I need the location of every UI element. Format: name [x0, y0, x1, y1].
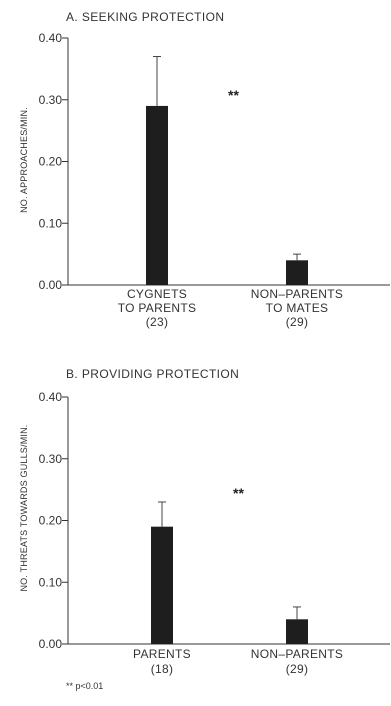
panel-b: B. PROVIDING PROTECTION NO. THREATS TOWA… [19, 367, 390, 676]
y-tick-label: 0.40 [39, 31, 63, 45]
category-label: PARENTS [133, 647, 191, 661]
category-label: TO MATES [266, 301, 329, 315]
category-label: CYGNETS [127, 287, 187, 301]
category-label: (23) [146, 315, 169, 329]
category-label: (29) [286, 315, 309, 329]
category-label: NON–PARENTS [251, 647, 343, 661]
panel-a: A. SEEKING PROTECTION NO. APPROACHES/MIN… [19, 10, 390, 329]
panel-b-significance-marker: ** [233, 485, 244, 501]
panel-a-y-axis-label: NO. APPROACHES/MIN. [19, 107, 29, 213]
y-tick-label: 0.20 [39, 155, 63, 169]
y-tick-label: 0.00 [39, 637, 63, 651]
category-label: (29) [286, 662, 309, 676]
y-tick-label: 0.20 [39, 514, 63, 528]
category-label: NON–PARENTS [251, 287, 343, 301]
panel-a-significance-marker: ** [228, 87, 239, 103]
panel-a-title: A. SEEKING PROTECTION [66, 10, 224, 24]
category-label: TO PARENTS [118, 301, 197, 315]
category-label: (18) [151, 662, 174, 676]
panel-b-title: B. PROVIDING PROTECTION [66, 367, 239, 381]
y-tick-label: 0.40 [39, 390, 63, 404]
panel-b-y-axis-label: NO. THREATS TOWARDS GULLS/MIN. [19, 424, 29, 591]
bar [151, 526, 173, 644]
y-tick-label: 0.10 [39, 216, 63, 230]
bar [286, 619, 308, 644]
bar [146, 105, 168, 285]
y-tick-label: 0.30 [39, 93, 63, 107]
footnote-significance-legend: ** p<0.01 [66, 681, 103, 691]
y-tick-label: 0.00 [39, 278, 63, 292]
y-tick-label: 0.30 [39, 452, 63, 466]
bar [286, 260, 308, 285]
y-tick-label: 0.10 [39, 575, 63, 589]
panel-b-plot: 0.00 0.10 0.20 0.30 0.40 PARENTS(18) NON–PAREN… [39, 390, 390, 676]
